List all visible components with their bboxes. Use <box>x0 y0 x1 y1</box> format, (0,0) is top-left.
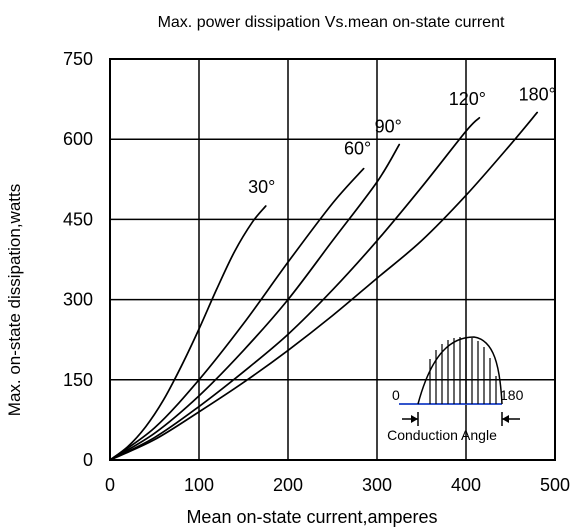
series-line-4 <box>109 111 539 461</box>
series-line-2 <box>109 143 401 461</box>
inset-left-arrowhead <box>411 415 418 423</box>
inset-waveform <box>417 336 503 405</box>
tick-labels: 0 100 200 300 400 500 0 150 300 450 600 750 <box>63 49 570 495</box>
series-label-0: 30° <box>248 177 275 197</box>
x-tick-label: 200 <box>273 475 303 495</box>
x-tick-label: 100 <box>184 475 214 495</box>
series-line-1 <box>109 167 365 461</box>
series-label-3: 120° <box>449 89 486 109</box>
x-tick-label: 300 <box>362 475 392 495</box>
grid-lines <box>110 59 555 460</box>
series-line-0 <box>109 205 267 461</box>
plot-area-frame <box>109 58 556 461</box>
inset-right-label: 180 <box>500 387 524 403</box>
chart-title: Max. power dissipation Vs.mean on-state … <box>158 14 505 31</box>
y-tick-label: 300 <box>63 290 93 310</box>
y-tick-label: 0 <box>83 450 93 470</box>
series-label-1: 60° <box>344 139 371 159</box>
y-tick-label: 150 <box>63 370 93 390</box>
y-tick-label: 450 <box>63 209 93 229</box>
inset-right-arrowhead <box>502 415 509 423</box>
x-tick-label: 500 <box>540 475 570 495</box>
inset-caption: Conduction Angle <box>387 427 497 443</box>
x-tick-label: 0 <box>105 475 115 495</box>
series-label-4: 180° <box>519 84 556 104</box>
series-labels: 30° 60°90° 120° 180° <box>248 84 556 197</box>
y-axis-label: Max. on-state dissipation,watts <box>5 184 24 416</box>
x-tick-label: 400 <box>451 475 481 495</box>
series-line-3 <box>109 116 481 461</box>
conduction-angle-inset: 0 180 Conduction Angle <box>387 336 524 443</box>
y-tick-label: 600 <box>63 129 93 149</box>
x-axis-label: Mean on-state current,amperes <box>186 507 437 527</box>
series-label-2: 90° <box>375 117 402 137</box>
y-tick-label: 750 <box>63 49 93 69</box>
inset-left-label: 0 <box>392 387 400 403</box>
data-series <box>109 111 539 461</box>
